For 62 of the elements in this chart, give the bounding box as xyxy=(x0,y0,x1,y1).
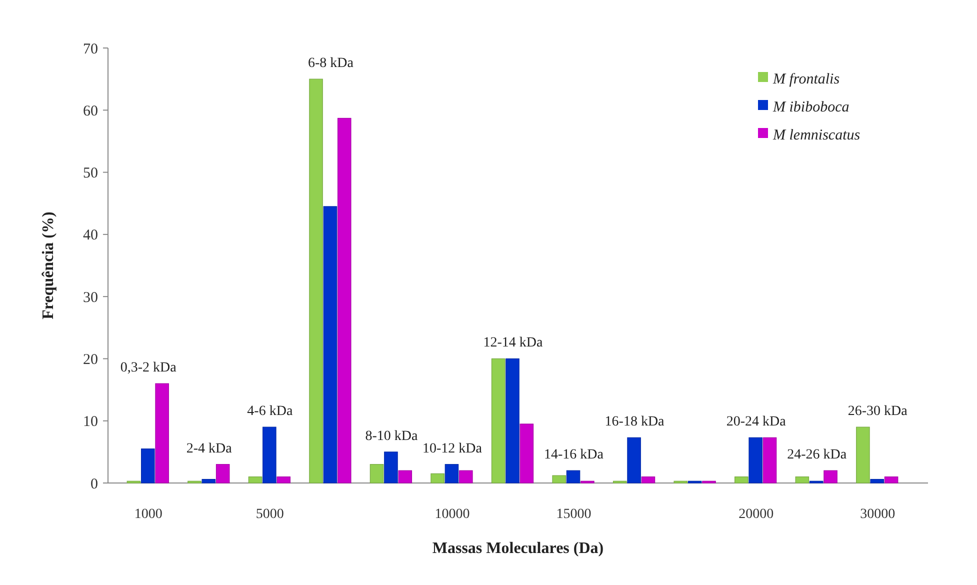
y-tick-label: 0 xyxy=(90,476,98,492)
bar xyxy=(641,476,656,484)
bar xyxy=(748,437,762,484)
y-tick-label: 40 xyxy=(83,228,98,244)
annotation: 15000 xyxy=(556,507,592,522)
y-tick-label: 10 xyxy=(83,414,98,430)
x-tick-label: 24-26 kDa xyxy=(787,448,848,463)
bar xyxy=(155,383,169,484)
x-tick-label: 6-8 kDa xyxy=(308,56,354,72)
annotation: 30000 xyxy=(860,507,896,522)
y-tick-label: 60 xyxy=(83,103,98,120)
x-tick-label: 14-16 kDa xyxy=(544,448,604,463)
bar xyxy=(459,470,473,484)
x-axis-title: Massas Moleculares (Da) xyxy=(432,540,604,557)
y-tick-label: 70 xyxy=(83,41,98,58)
bar xyxy=(552,475,566,484)
x-tick-label: 26-30 kDa xyxy=(848,404,908,420)
annotation: 20000 xyxy=(738,507,774,522)
annotation: 10000 xyxy=(434,507,470,522)
bar xyxy=(140,448,155,484)
bar xyxy=(262,426,276,484)
x-tick-label: 4-6 kDa xyxy=(247,404,294,420)
bar xyxy=(398,470,412,484)
legend-label: M lemniscatus xyxy=(772,127,860,144)
x-tick-label: 20-24 kDa xyxy=(726,414,787,430)
bar xyxy=(627,437,641,484)
bar xyxy=(491,358,506,484)
bar xyxy=(323,206,338,484)
bar xyxy=(870,478,884,484)
bar xyxy=(734,476,748,484)
bar xyxy=(795,476,810,484)
x-tick-label: 16-18 kDa xyxy=(604,414,666,430)
bar xyxy=(444,464,459,484)
annotation: 1000 xyxy=(134,507,162,522)
x-tick-label: 2-4 kDa xyxy=(186,441,233,456)
annotation: 5000 xyxy=(256,507,284,522)
bar xyxy=(824,470,838,484)
y-tick-label: 30 xyxy=(83,290,98,306)
bar xyxy=(520,424,534,484)
y-axis-title: Frequência (%) xyxy=(40,212,57,320)
x-tick-label: 8-10 kDa xyxy=(365,428,418,444)
bar xyxy=(762,437,777,484)
bar xyxy=(370,464,384,484)
x-tick-label: 12-14 kDa xyxy=(483,336,544,351)
bar xyxy=(566,470,580,484)
bar xyxy=(309,78,323,484)
bar xyxy=(884,476,898,484)
x-tick-label: 0,3-2 kDa xyxy=(120,360,178,376)
bar xyxy=(856,426,870,484)
bar xyxy=(248,476,262,484)
legend-label: M ibiboboca xyxy=(772,99,850,116)
bar xyxy=(202,478,216,484)
bar xyxy=(337,118,352,484)
bar xyxy=(216,464,230,484)
bar xyxy=(276,476,290,484)
bar xyxy=(506,358,520,484)
bar xyxy=(384,452,398,484)
y-tick-label: 20 xyxy=(83,352,98,368)
x-tick-label: 10-12 kDa xyxy=(422,441,483,456)
bar xyxy=(430,473,444,484)
legend-label: M frontalis xyxy=(772,71,840,88)
y-tick-label: 50 xyxy=(83,166,98,182)
